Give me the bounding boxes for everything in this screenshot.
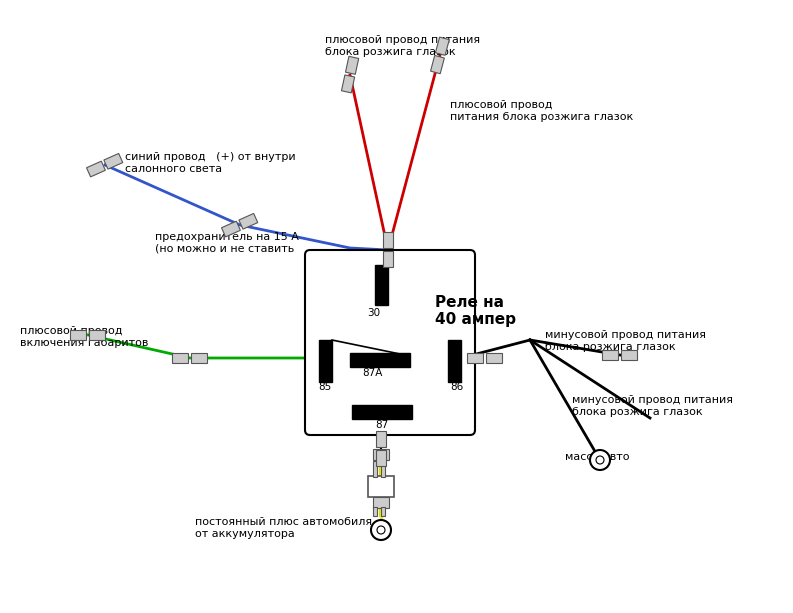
Bar (89, 330, 105, 340)
Bar (373, 507, 377, 516)
Bar (383, 232, 393, 248)
Text: 87: 87 (375, 420, 389, 430)
Bar (342, 75, 354, 93)
Bar (602, 350, 619, 360)
Bar (373, 497, 389, 508)
Text: плюсовой провод питания
блока розжига глазок: плюсовой провод питания блока розжига гл… (325, 35, 480, 56)
Text: Реле на
40 ампер: Реле на 40 ампер (435, 295, 516, 327)
Bar (467, 353, 483, 363)
Text: 30: 30 (367, 308, 380, 318)
Bar (352, 405, 412, 419)
Bar (381, 507, 385, 516)
Text: предохранитель на 15 А
(но можно и не ставить: предохранитель на 15 А (но можно и не ст… (155, 232, 299, 254)
Text: 86: 86 (450, 382, 463, 392)
Bar (381, 461, 385, 477)
Bar (376, 450, 386, 466)
Bar (373, 449, 389, 460)
Bar (375, 265, 388, 305)
Text: плюсовой провод
питания блока розжига глазок: плюсовой провод питания блока розжига гл… (450, 100, 634, 121)
Bar (383, 251, 393, 267)
Bar (319, 340, 332, 382)
Text: 87A: 87A (362, 368, 382, 378)
Bar (239, 213, 258, 229)
Text: минусовой провод питания
блока розжига глазок: минусовой провод питания блока розжига г… (572, 395, 733, 417)
Bar (70, 330, 86, 340)
Bar (191, 353, 207, 363)
Circle shape (371, 520, 391, 540)
Text: 85: 85 (318, 382, 331, 392)
Bar (621, 350, 638, 360)
Bar (172, 353, 188, 363)
Bar (86, 161, 105, 177)
Text: постоянный плюс автомобиля
от аккумулятора: постоянный плюс автомобиля от аккумулято… (195, 517, 372, 539)
Bar (376, 431, 386, 447)
Bar (435, 37, 450, 55)
Bar (104, 153, 123, 169)
Text: масса авто: масса авто (565, 452, 630, 462)
Circle shape (377, 526, 385, 534)
Bar (431, 55, 444, 74)
Bar (448, 340, 461, 382)
FancyBboxPatch shape (305, 250, 475, 435)
Text: плюсовой провод
включения габаритов: плюсовой провод включения габаритов (20, 326, 148, 348)
Bar (346, 56, 358, 74)
Text: минусовой провод питания
блока розжига глазок: минусовой провод питания блока розжига г… (545, 330, 706, 352)
Bar (350, 353, 410, 367)
Circle shape (590, 450, 610, 470)
Bar (221, 221, 240, 237)
Circle shape (596, 456, 604, 464)
Text: синий провод   (+) от внутри
салонного света: синий провод (+) от внутри салонного све… (125, 152, 296, 173)
Bar (373, 461, 377, 477)
Bar (486, 353, 502, 363)
Bar (368, 476, 394, 497)
